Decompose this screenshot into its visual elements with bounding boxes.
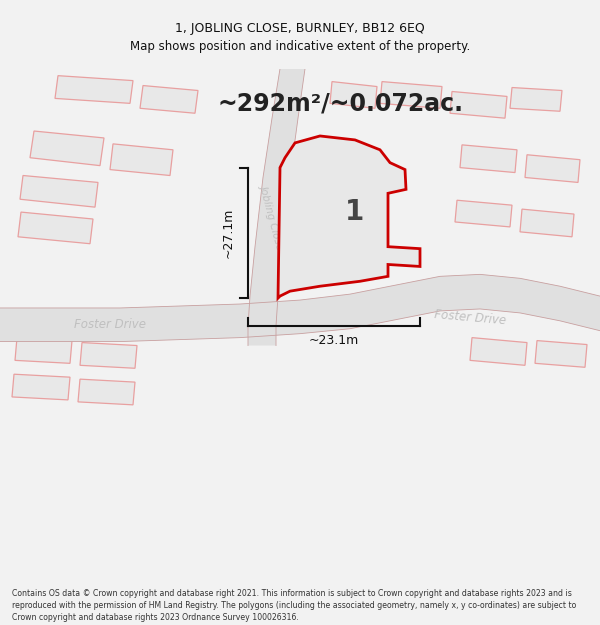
Text: Map shows position and indicative extent of the property.: Map shows position and indicative extent… (130, 41, 470, 53)
Polygon shape (330, 82, 377, 108)
Text: 1, JOBLING CLOSE, BURNLEY, BB12 6EQ: 1, JOBLING CLOSE, BURNLEY, BB12 6EQ (175, 22, 425, 34)
Polygon shape (510, 88, 562, 111)
Polygon shape (248, 69, 305, 346)
Polygon shape (18, 212, 93, 244)
Polygon shape (455, 200, 512, 227)
Text: ~292m²/~0.072ac.: ~292m²/~0.072ac. (217, 91, 463, 116)
Polygon shape (80, 342, 137, 368)
Polygon shape (15, 338, 72, 363)
Text: Contains OS data © Crown copyright and database right 2021. This information is : Contains OS data © Crown copyright and d… (12, 589, 576, 622)
Polygon shape (12, 374, 70, 400)
Polygon shape (380, 82, 442, 108)
Text: 1: 1 (346, 198, 365, 226)
Polygon shape (55, 76, 133, 103)
Polygon shape (110, 144, 173, 176)
Polygon shape (278, 136, 420, 298)
Polygon shape (470, 338, 527, 365)
Polygon shape (30, 131, 104, 166)
Polygon shape (535, 341, 587, 367)
Polygon shape (20, 176, 98, 207)
Polygon shape (460, 145, 517, 172)
Text: Foster Drive: Foster Drive (434, 308, 506, 328)
Polygon shape (450, 91, 507, 118)
Polygon shape (0, 274, 600, 342)
Text: ~27.1m: ~27.1m (221, 208, 235, 258)
Text: Jobling Close: Jobling Close (259, 184, 286, 251)
Text: ~23.1m: ~23.1m (309, 334, 359, 347)
Polygon shape (520, 209, 574, 237)
Polygon shape (525, 155, 580, 182)
Polygon shape (78, 379, 135, 405)
Text: Foster Drive: Foster Drive (74, 318, 146, 331)
Polygon shape (140, 86, 198, 113)
